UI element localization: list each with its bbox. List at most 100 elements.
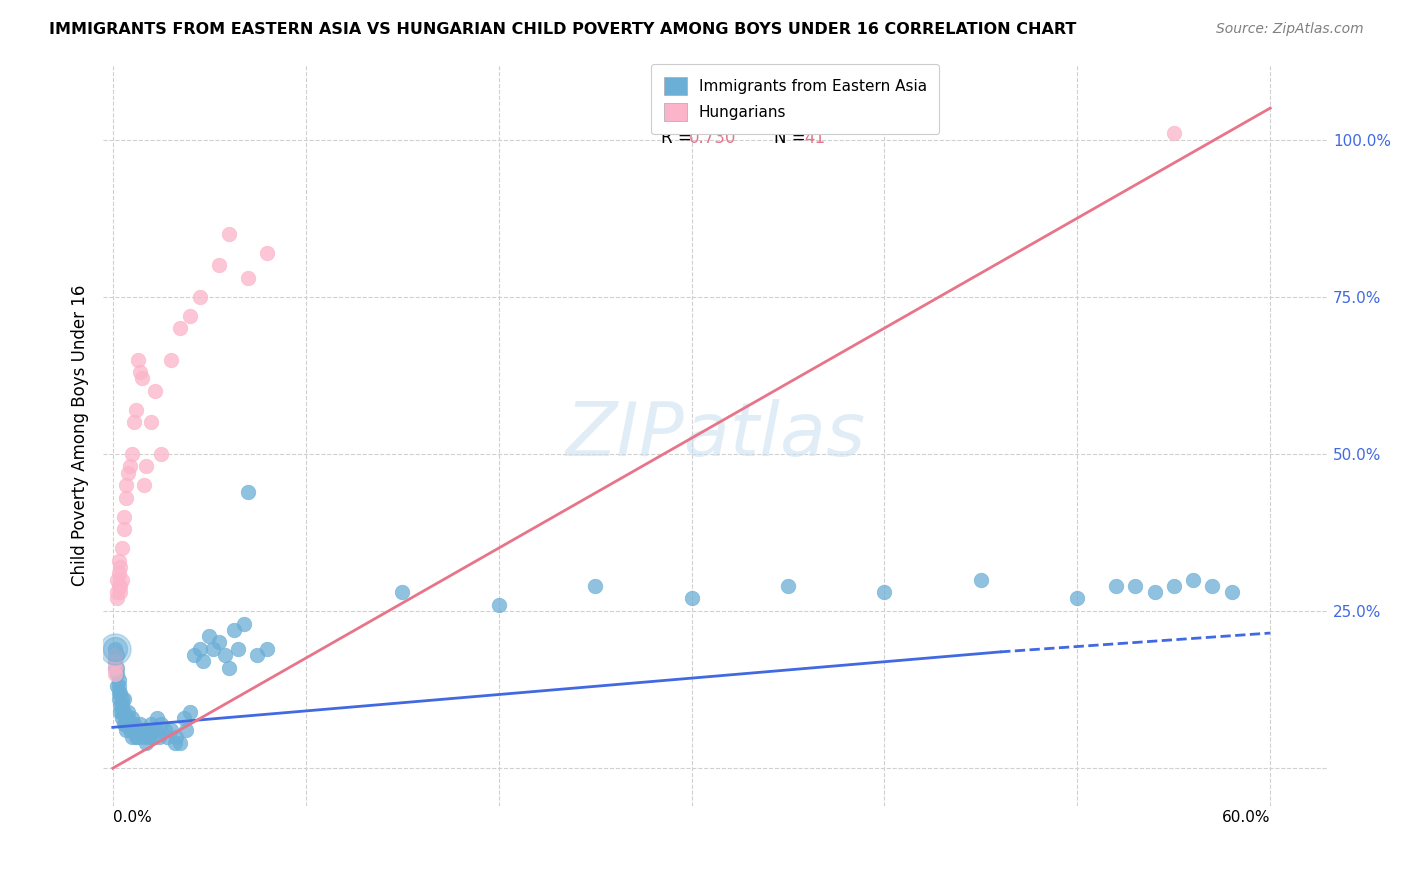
Point: [111, 698, 134, 713]
Point: [131, 723, 153, 738]
Point: [111, 692, 134, 706]
Point: [127, 352, 149, 367]
Point: [173, 711, 195, 725]
Text: 60.0%: 60.0%: [1222, 810, 1270, 824]
Point: [226, 641, 249, 656]
Point: [105, 585, 128, 599]
Point: [104, 660, 127, 674]
Point: [138, 730, 160, 744]
Point: [105, 591, 128, 606]
Point: [174, 723, 197, 738]
Point: [120, 459, 142, 474]
Point: [105, 573, 128, 587]
Point: [1066, 591, 1088, 606]
Point: [121, 723, 143, 738]
Point: [131, 371, 153, 385]
Point: [128, 717, 150, 731]
Point: [121, 447, 143, 461]
Point: [128, 365, 150, 379]
Point: [193, 654, 215, 668]
Point: [127, 730, 149, 744]
Point: [107, 579, 129, 593]
Point: [681, 591, 703, 606]
Point: [970, 573, 993, 587]
Point: [391, 585, 413, 599]
Point: [188, 290, 211, 304]
Point: [115, 723, 138, 738]
Point: [224, 623, 246, 637]
Point: [1123, 579, 1146, 593]
Point: [112, 522, 135, 536]
Point: [122, 723, 145, 738]
Text: 0.0%: 0.0%: [112, 810, 152, 824]
Point: [256, 245, 278, 260]
Point: [107, 554, 129, 568]
Point: [246, 648, 269, 662]
Point: [218, 660, 240, 674]
Legend: Immigrants from Eastern Asia, Hungarians: Immigrants from Eastern Asia, Hungarians: [651, 64, 939, 134]
Point: [112, 705, 135, 719]
Point: [150, 717, 173, 731]
Point: [120, 723, 142, 738]
Point: [117, 705, 139, 719]
Point: [121, 730, 143, 744]
Point: [110, 686, 132, 700]
Text: 87: 87: [804, 97, 825, 115]
Point: [105, 666, 128, 681]
Point: [115, 717, 138, 731]
Point: [1143, 585, 1166, 599]
Point: [146, 711, 169, 725]
Point: [1182, 573, 1205, 587]
Text: N =: N =: [775, 97, 811, 115]
Point: [125, 730, 148, 744]
Point: [115, 478, 138, 492]
Point: [112, 692, 135, 706]
Point: [488, 598, 510, 612]
Point: [132, 730, 155, 744]
Point: [233, 616, 256, 631]
Point: [107, 692, 129, 706]
Point: [135, 736, 157, 750]
Point: [112, 717, 135, 731]
Point: [112, 509, 135, 524]
Text: 0.268: 0.268: [689, 97, 737, 115]
Point: [1201, 579, 1223, 593]
Point: [104, 641, 127, 656]
Point: [104, 641, 127, 656]
Text: R =: R =: [661, 129, 696, 147]
Text: IMMIGRANTS FROM EASTERN ASIA VS HUNGARIAN CHILD POVERTY AMONG BOYS UNDER 16 CORR: IMMIGRANTS FROM EASTERN ASIA VS HUNGARIA…: [49, 22, 1077, 37]
Text: Source: ZipAtlas.com: Source: ZipAtlas.com: [1216, 22, 1364, 37]
Point: [150, 447, 173, 461]
Point: [136, 723, 159, 738]
Point: [110, 560, 132, 574]
Point: [188, 641, 211, 656]
Point: [110, 705, 132, 719]
Point: [104, 648, 127, 662]
Point: [159, 723, 181, 738]
Point: [169, 736, 191, 750]
Point: [218, 227, 240, 241]
Point: [117, 466, 139, 480]
Point: [142, 730, 165, 744]
Point: [104, 666, 127, 681]
Point: [179, 705, 201, 719]
Point: [111, 705, 134, 719]
Point: [143, 384, 166, 398]
Point: [165, 730, 187, 744]
Point: [115, 711, 138, 725]
Point: [122, 717, 145, 731]
Point: [141, 717, 163, 731]
Point: [256, 641, 278, 656]
Point: [153, 723, 176, 738]
Point: [117, 711, 139, 725]
Point: [583, 579, 606, 593]
Point: [873, 585, 896, 599]
Y-axis label: Child Poverty Among Boys Under 16: Child Poverty Among Boys Under 16: [72, 285, 89, 586]
Point: [120, 717, 142, 731]
Point: [169, 321, 191, 335]
Point: [183, 648, 205, 662]
Point: [107, 566, 129, 581]
Point: [236, 484, 259, 499]
Point: [104, 648, 127, 662]
Point: [776, 579, 799, 593]
